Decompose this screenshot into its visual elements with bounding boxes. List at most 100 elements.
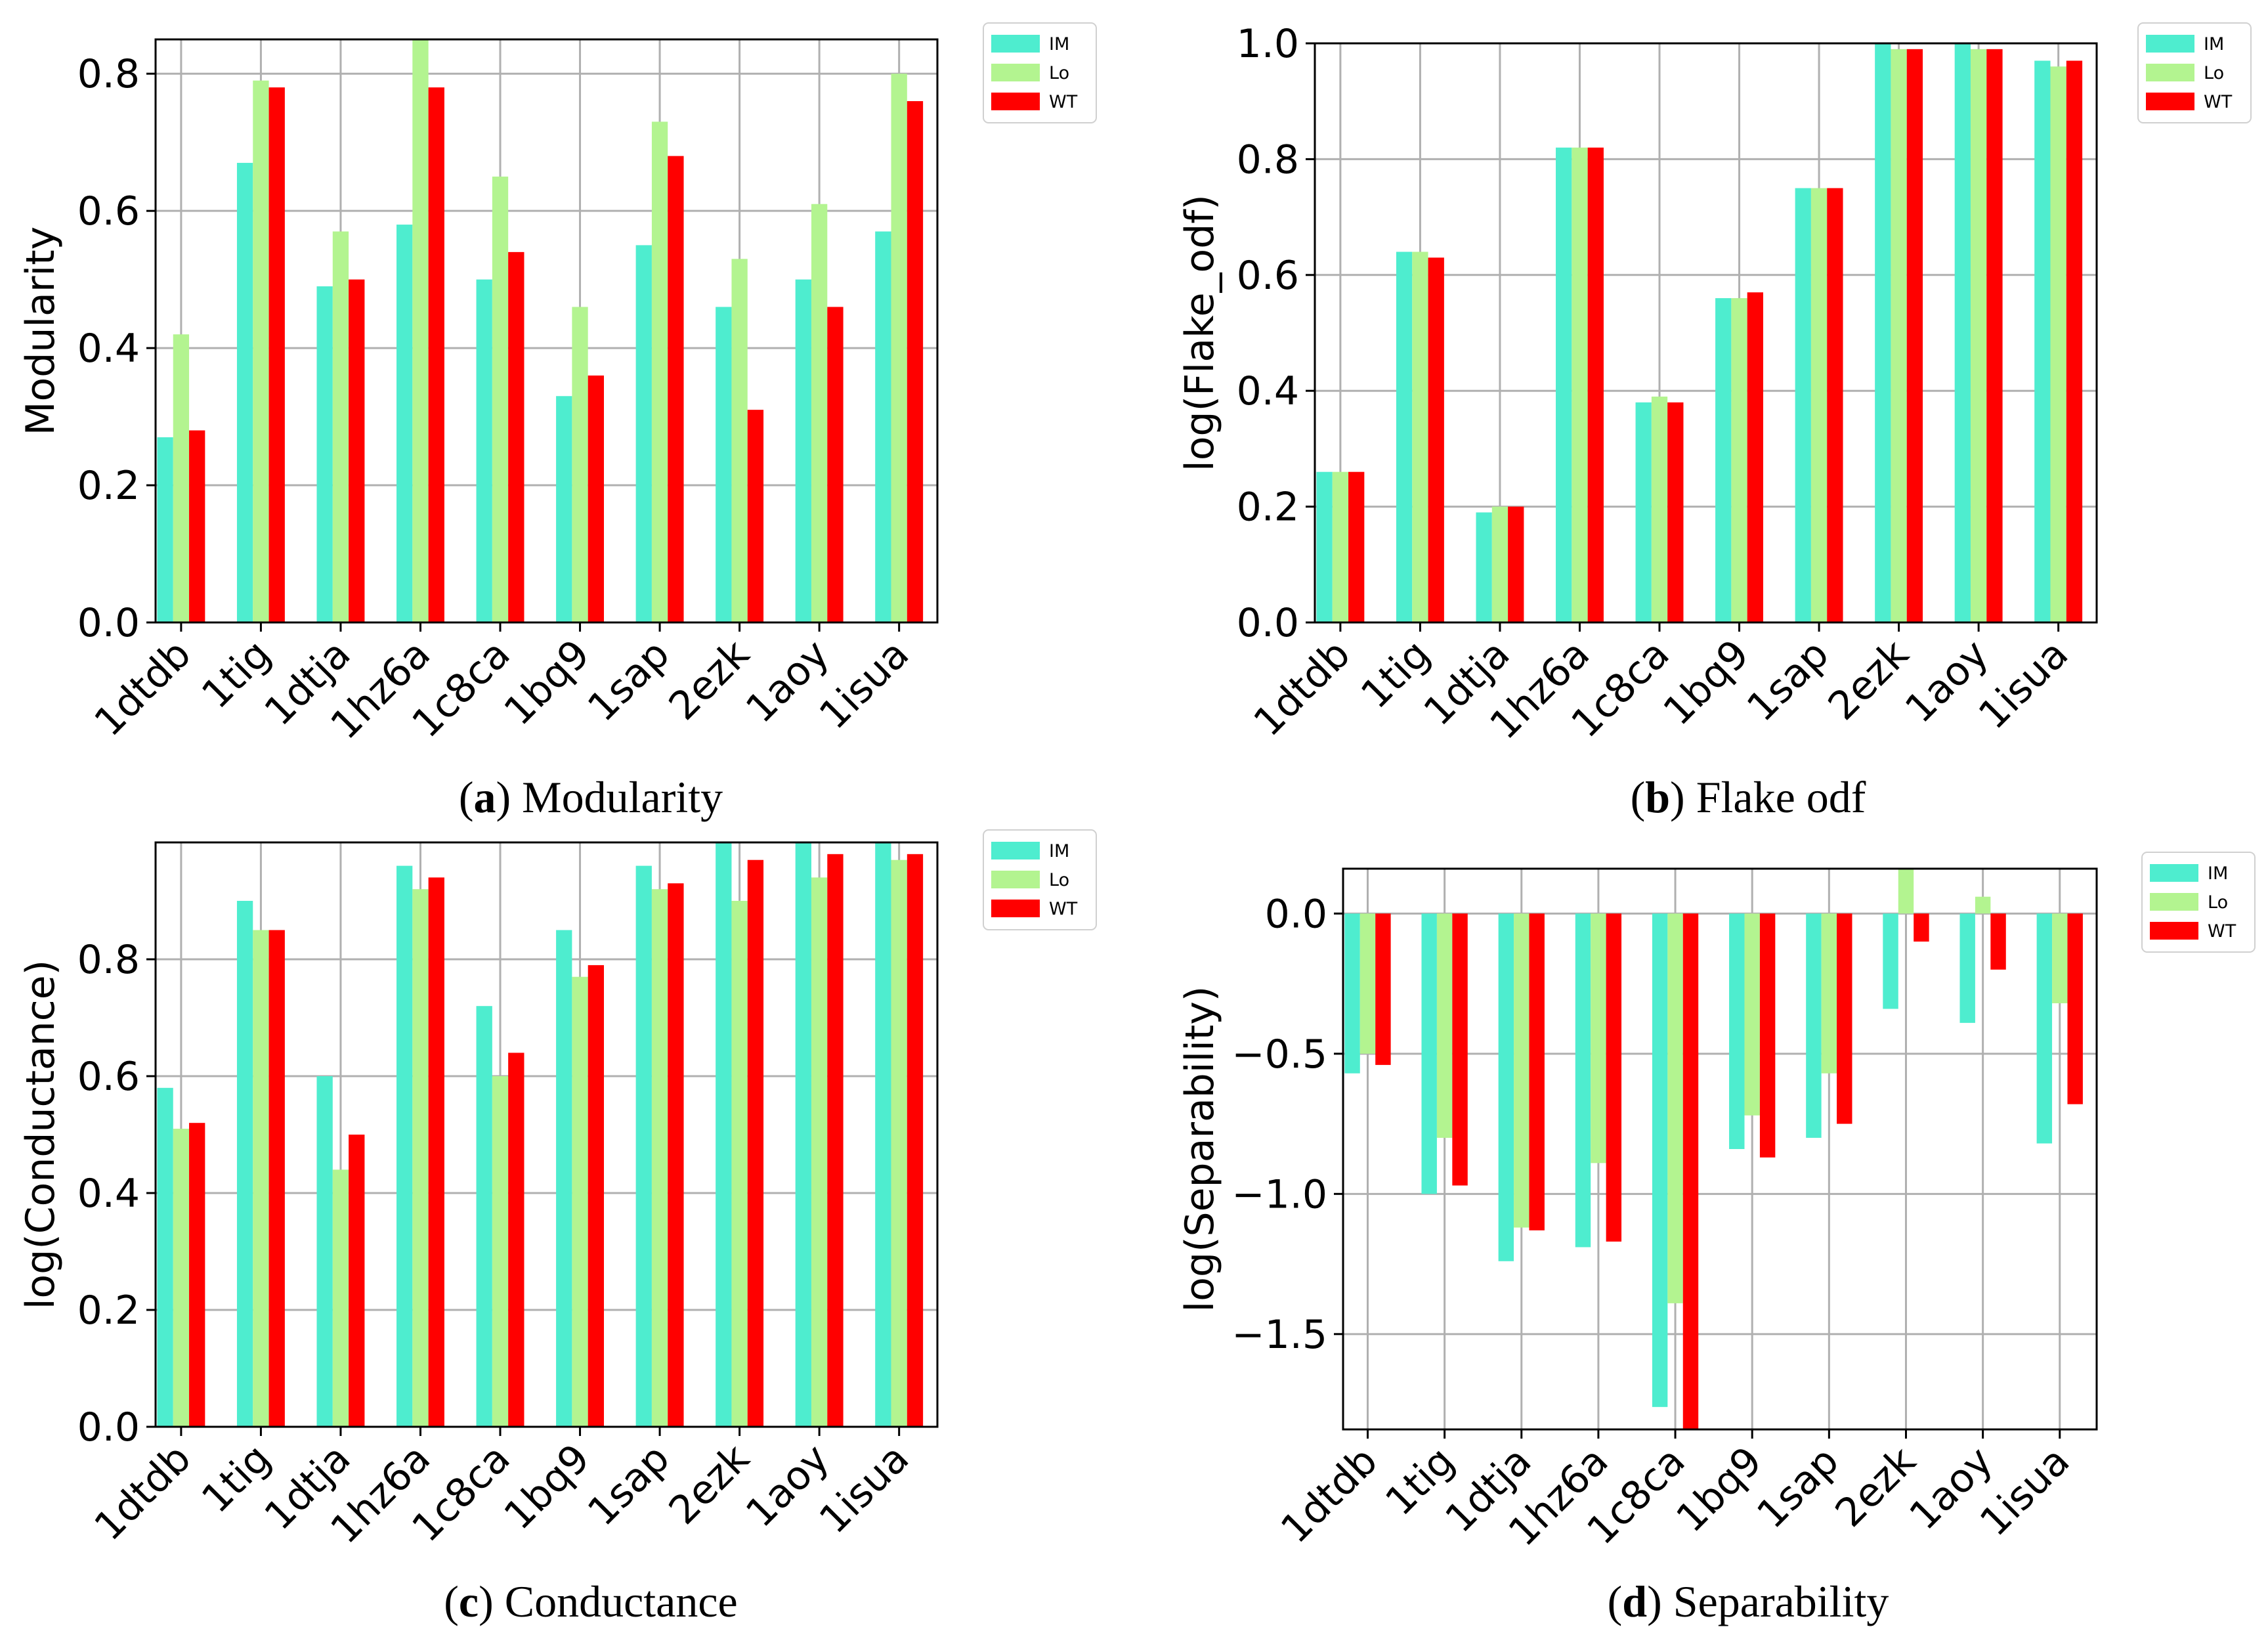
x-tick-label-1bq9: 1bq9 xyxy=(496,1435,599,1538)
y-tick-label: 0.4 xyxy=(77,326,140,372)
bar-IM-1dtja xyxy=(316,286,333,622)
bar-IM-1tig xyxy=(236,901,253,1427)
bar-IM-1aoy xyxy=(795,842,811,1427)
bar-Lo-2ezk xyxy=(1898,869,1914,914)
bar-IM-2ezk xyxy=(1875,43,1891,622)
y-tick-label: −0.5 xyxy=(1231,1032,1327,1077)
bar-IM-1hz6a xyxy=(396,865,413,1427)
bar-Lo-1bq9 xyxy=(1731,298,1747,622)
legend-swatch-WT xyxy=(991,900,1040,917)
bar-IM-1c8ca xyxy=(476,1006,492,1427)
bar-WT-1bq9 xyxy=(1747,292,1764,622)
legend: IM Lo WT xyxy=(983,22,1097,123)
bar-WT-1hz6a xyxy=(1606,913,1622,1242)
bar-WT-1dtja xyxy=(1508,506,1524,622)
x-tick-label-2ezk: 2ezk xyxy=(660,631,759,729)
caption-close-paren: ) xyxy=(479,1576,505,1626)
caption-text: Flake odf xyxy=(1696,772,1866,822)
x-tick-label-2ezk: 2ezk xyxy=(1827,1438,1925,1536)
plot-frame xyxy=(154,38,939,624)
caption-letter: a xyxy=(474,772,496,822)
legend-swatch-IM xyxy=(991,842,1040,859)
x-tick-label-1sap: 1sap xyxy=(1748,1438,1848,1538)
bar-IM-1dtdb xyxy=(1316,471,1333,622)
caption-text: Modularity xyxy=(522,772,723,822)
bar-WT-1dtdb xyxy=(1375,913,1391,1065)
y-tick-label: 0.0 xyxy=(77,1404,140,1450)
bar-IM-1sap xyxy=(1795,188,1811,622)
bar-Lo-1tig xyxy=(1412,251,1428,622)
bar-IM-1tig xyxy=(1396,251,1413,622)
caption-open-paren: ( xyxy=(444,1576,459,1626)
x-tick-label-1isua: 1isua xyxy=(1970,631,2077,738)
bar-Lo-1tig xyxy=(253,930,269,1427)
y-tick-label: 0.0 xyxy=(1237,600,1299,646)
bar-WT-1c8ca xyxy=(508,1053,524,1427)
bar-WT-1tig xyxy=(1452,913,1468,1186)
y-tick-label: 0.6 xyxy=(77,188,140,234)
x-tick-label-1sap: 1sap xyxy=(579,631,679,731)
bar-WT-1dtja xyxy=(349,279,365,622)
bar-WT-1sap xyxy=(668,156,684,623)
bar-Lo-1dtja xyxy=(332,1169,349,1427)
caption-open-paren: ( xyxy=(1631,772,1646,822)
y-tick-label: 0.4 xyxy=(77,1171,140,1217)
bar-Lo-1dtja xyxy=(332,231,349,622)
caption-text: Separability xyxy=(1673,1576,1889,1626)
bar-IM-1isua xyxy=(2034,60,2051,622)
caption-text: Conductance xyxy=(505,1576,738,1626)
caption: (c) Conductance xyxy=(444,1576,737,1626)
y-tick-label: 0.2 xyxy=(1237,485,1299,531)
x-tick-label-2ezk: 2ezk xyxy=(660,1435,759,1534)
bar-WT-1hz6a xyxy=(1587,147,1604,622)
bar-IM-1hz6a xyxy=(1575,913,1591,1248)
bar-IM-1hz6a xyxy=(1556,147,1572,622)
bar-WT-1c8ca xyxy=(508,251,524,622)
bar-Lo-1hz6a xyxy=(1572,147,1588,622)
chart-panel-d: −1.5−1.0−0.50.01dtdb1tig1dtja1hz6a1c8ca1… xyxy=(1177,852,2256,1626)
legend-swatch-IM xyxy=(991,35,1040,53)
bar-IM-1c8ca xyxy=(1635,402,1652,622)
bar-WT-1aoy xyxy=(1990,913,2006,970)
bar-Lo-1bq9 xyxy=(572,976,588,1427)
x-tick-label-1sap: 1sap xyxy=(1738,631,1838,731)
caption-letter: d xyxy=(1622,1576,1647,1626)
caption-close-paren: ) xyxy=(1647,1576,1673,1626)
caption: (d) Separability xyxy=(1608,1576,1889,1626)
legend-label-IM: IM xyxy=(1049,841,1069,861)
bar-Lo-1isua xyxy=(891,859,907,1427)
legend: IM Lo WT xyxy=(983,829,1097,930)
x-tick-label-1bq9: 1bq9 xyxy=(1667,1438,1770,1541)
bar-WT-2ezk xyxy=(747,859,764,1427)
y-tick-label: 0.2 xyxy=(77,1288,140,1334)
bar-IM-1dtdb xyxy=(157,437,173,622)
caption: (a) Modularity xyxy=(459,772,723,822)
bar-Lo-1dtdb xyxy=(1332,471,1349,622)
x-tick-label-1bq9: 1bq9 xyxy=(496,631,599,734)
bar-Lo-1dtdb xyxy=(173,1129,190,1427)
bar-WT-1isua xyxy=(2066,60,2083,622)
y-tick-label: −1.0 xyxy=(1231,1171,1327,1217)
legend-label-IM: IM xyxy=(2204,34,2224,54)
legend-label-WT: WT xyxy=(2208,921,2236,942)
bar-IM-2ezk xyxy=(716,307,732,622)
bar-WT-1bq9 xyxy=(588,965,605,1427)
bar-Lo-1dtja xyxy=(1491,506,1508,622)
x-tick-label-2ezk: 2ezk xyxy=(1820,631,1918,729)
y-axis-title: log(Separability) xyxy=(1177,986,1223,1313)
y-tick-label: 0.0 xyxy=(1265,891,1327,937)
bar-WT-1dtja xyxy=(1529,913,1545,1230)
bar-WT-1isua xyxy=(907,101,924,622)
bar-Lo-1isua xyxy=(2050,66,2066,622)
bar-WT-1isua xyxy=(907,854,924,1427)
legend-label-Lo: Lo xyxy=(1049,870,1069,890)
x-tick-label-1dtdb: 1dtdb xyxy=(86,631,200,745)
bar-Lo-1c8ca xyxy=(1651,397,1668,622)
legend-label-Lo: Lo xyxy=(2208,892,2228,913)
legend-label-WT: WT xyxy=(1049,92,1078,112)
y-axis-title: log(Conductance) xyxy=(18,960,64,1309)
y-tick-label: 0.8 xyxy=(77,51,140,97)
bar-WT-1sap xyxy=(1837,913,1852,1124)
bar-Lo-1isua xyxy=(2052,913,2068,1003)
x-tick-label-1bq9: 1bq9 xyxy=(1655,631,1758,734)
